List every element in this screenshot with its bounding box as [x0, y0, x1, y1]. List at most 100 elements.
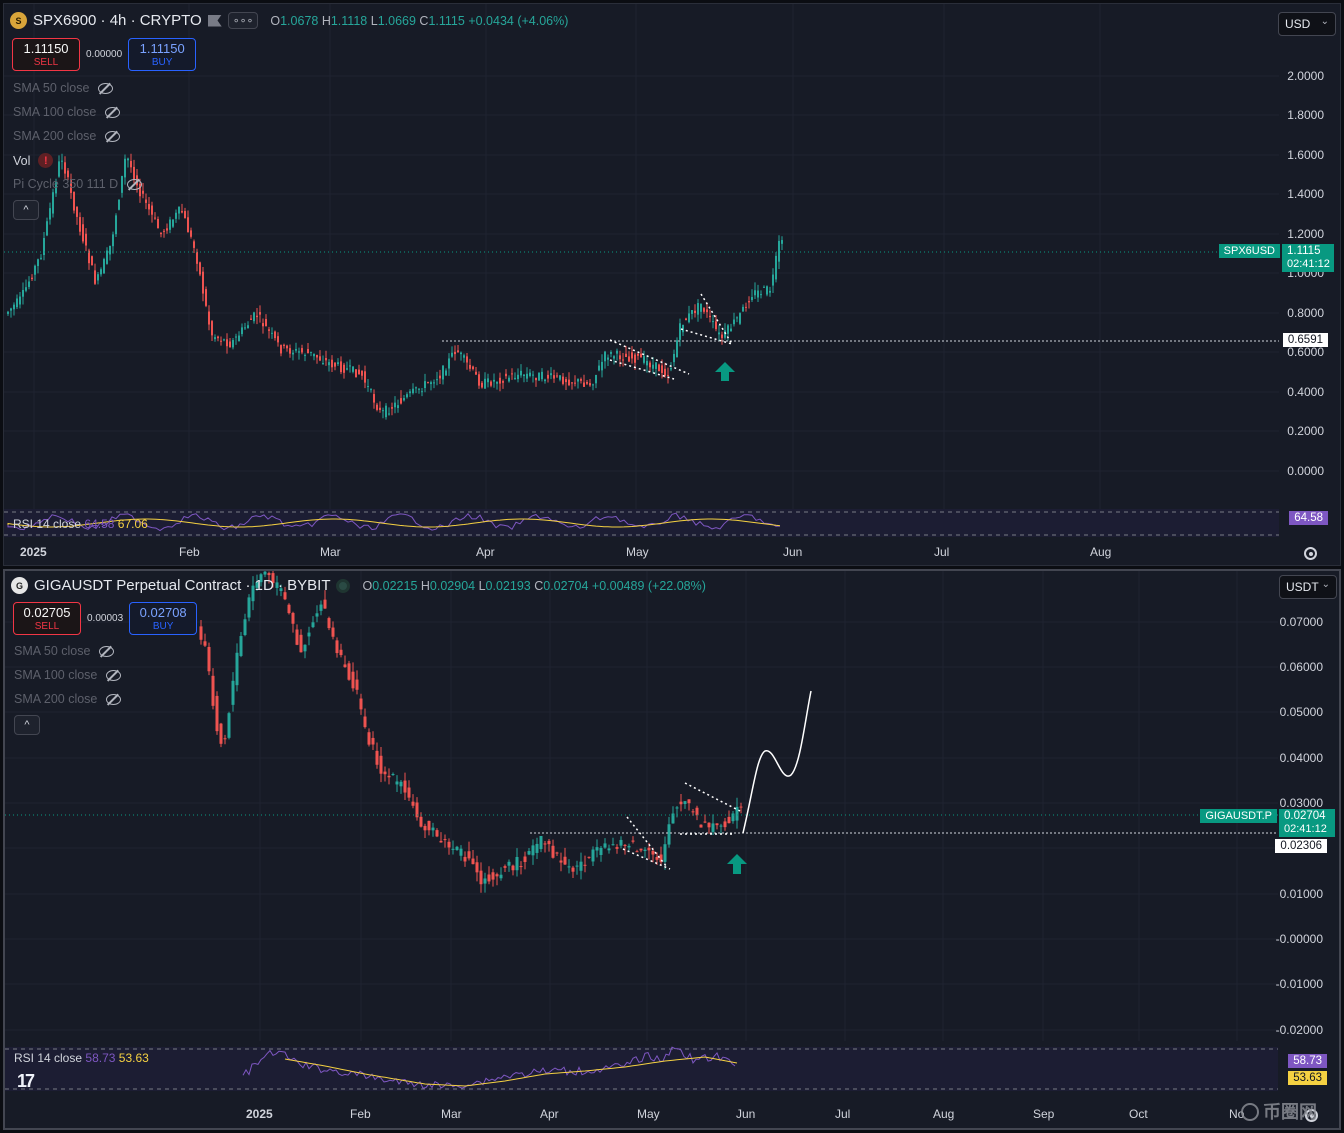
market-status-icon[interactable]	[336, 578, 351, 593]
time-axis-label: 2025	[246, 1107, 273, 1121]
candle-body	[46, 221, 48, 236]
candle-body	[667, 824, 671, 845]
symbol-title[interactable]: GIGAUSDT Perpetual Contract · 1D · BYBIT	[34, 577, 331, 594]
candle-body	[121, 176, 123, 193]
candle-body	[423, 825, 427, 831]
candle-body	[616, 350, 618, 354]
candle-body	[349, 365, 351, 367]
price-chart-spx6900[interactable]	[4, 4, 1341, 566]
chevron-down-icon: ⌄	[1321, 579, 1330, 590]
candle-body	[502, 381, 504, 383]
candle-body	[91, 256, 93, 266]
sell-button[interactable]: 0.02705 SELL	[13, 602, 81, 635]
candle-body	[495, 874, 499, 877]
rsi-legend[interactable]: RSI 14 close 58.73 53.63	[14, 1051, 149, 1065]
candle-body	[547, 374, 549, 379]
candle-body	[699, 824, 703, 828]
indicator-sma-50[interactable]: SMA 50 close	[13, 81, 114, 95]
eye-off-icon[interactable]	[105, 693, 122, 705]
more-options-button[interactable]: ∘∘∘	[227, 12, 259, 29]
candle-body	[634, 354, 636, 363]
candle-body	[667, 374, 669, 376]
candle-body	[291, 612, 295, 624]
collapse-indicators-button[interactable]: ^	[14, 715, 40, 735]
buy-button[interactable]: 0.02708 BUY	[129, 602, 198, 635]
time-axis-label: Jul	[934, 545, 950, 559]
candle-body	[316, 354, 318, 358]
candle-body	[611, 844, 615, 846]
eye-off-icon[interactable]	[98, 645, 115, 657]
candle-body	[565, 379, 567, 383]
indicator-sma-100[interactable]: SMA 100 close	[14, 668, 122, 682]
settings-gear-icon[interactable]	[1304, 547, 1317, 560]
candle-body	[731, 813, 735, 822]
candle-body	[706, 309, 708, 313]
symbol-title[interactable]: SPX6900 · 4h · CRYPTO	[33, 12, 202, 29]
candle-body	[367, 386, 369, 388]
candle-body	[193, 241, 195, 248]
indicator-sma-200[interactable]: SMA 200 close	[14, 692, 122, 706]
symbol-header: G GIGAUSDT Perpetual Contract · 1D · BYB…	[11, 577, 706, 594]
candle-body	[727, 816, 731, 824]
candle-body	[55, 182, 57, 194]
rsi-ma-line	[7, 518, 781, 528]
warning-icon[interactable]: !	[38, 153, 54, 168]
eye-off-icon[interactable]	[104, 130, 121, 142]
candle-body	[244, 327, 246, 329]
buy-button[interactable]: 1.11150 BUY	[128, 38, 197, 71]
eye-off-icon[interactable]	[97, 82, 114, 94]
tradingview-logo[interactable]: 17	[17, 1071, 35, 1091]
candle-body	[643, 849, 647, 851]
price-chart-gigausdt[interactable]	[5, 571, 1339, 1128]
indicator-sma-50[interactable]: SMA 50 close	[14, 644, 115, 658]
candle-body	[340, 361, 342, 373]
wedge-upper-line	[609, 339, 690, 375]
candle-body	[250, 318, 252, 320]
candle-body	[331, 627, 335, 637]
candle-body	[184, 211, 186, 219]
candle-body	[283, 344, 285, 346]
indicator-volume[interactable]: Vol!	[13, 153, 54, 168]
flag-icon[interactable]	[207, 14, 222, 27]
candle-body	[459, 848, 463, 856]
candle-body	[652, 364, 654, 369]
currency-selector[interactable]: USDT ⌄	[1279, 575, 1337, 599]
candle-body	[757, 290, 759, 298]
chart-pane-gigausdt[interactable]: G GIGAUSDT Perpetual Contract · 1D · BYB…	[3, 569, 1341, 1130]
candle-body	[124, 158, 126, 178]
candle-body	[658, 364, 660, 372]
rsi-legend[interactable]: RSI 14 close 64.58 67.06	[13, 517, 148, 531]
candle-body	[382, 410, 384, 412]
eye-off-icon[interactable]	[105, 669, 122, 681]
candle-body	[22, 290, 24, 297]
candle-body	[491, 872, 495, 880]
candle-body	[118, 199, 120, 210]
eye-off-icon[interactable]	[126, 178, 143, 190]
price-axis-label: -0.02000	[1275, 1023, 1323, 1037]
candle-body	[484, 378, 486, 389]
indicator-sma-100[interactable]: SMA 100 close	[13, 105, 121, 119]
candle-body	[655, 856, 659, 860]
eye-off-icon[interactable]	[104, 106, 121, 118]
candle-body	[223, 339, 225, 341]
candle-body	[265, 318, 267, 327]
candle-body	[751, 297, 753, 301]
time-axis-label: Apr	[540, 1107, 559, 1121]
time-axis-label: Mar	[320, 545, 341, 559]
candle-body	[487, 378, 489, 383]
candle-body	[370, 389, 372, 391]
candle-body	[154, 217, 156, 219]
candle-body	[607, 848, 611, 851]
currency-selector[interactable]: USD ⌄	[1278, 12, 1336, 36]
collapse-indicators-button[interactable]: ^	[13, 200, 39, 220]
indicator-sma-200[interactable]: SMA 200 close	[13, 129, 121, 143]
indicator-pi-cycle[interactable]: Pi Cycle 350 111 D	[13, 177, 143, 191]
candle-body	[289, 348, 291, 354]
candle-body	[7, 311, 9, 314]
candle-body	[304, 354, 306, 356]
chart-pane-spx6900[interactable]: S SPX6900 · 4h · CRYPTO ∘∘∘ O1.0678 H1.1…	[3, 3, 1341, 566]
settings-gear-icon[interactable]	[1305, 1109, 1318, 1122]
candle-body	[187, 217, 189, 233]
candle-body	[397, 405, 399, 409]
sell-button[interactable]: 1.11150 SELL	[12, 38, 80, 71]
